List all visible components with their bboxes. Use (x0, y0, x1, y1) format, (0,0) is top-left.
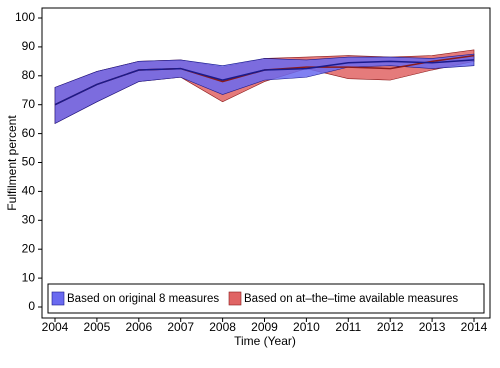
y-tick-label: 10 (22, 270, 36, 284)
legend-swatch (228, 291, 242, 306)
x-tick-label: 2007 (167, 320, 194, 334)
y-tick-label: 70 (22, 97, 36, 111)
y-tick-label: 100 (15, 10, 35, 24)
x-tick-label: 2010 (293, 320, 320, 334)
y-tick-label: 50 (22, 155, 36, 169)
x-tick-label: 2009 (251, 320, 278, 334)
y-tick-label: 20 (22, 241, 36, 255)
confidence-band (54, 53, 475, 124)
y-tick-label: 30 (22, 212, 36, 226)
legend-label: Based on at–the–time available measures (244, 293, 458, 305)
plot-area (54, 49, 475, 124)
y-tick-label: 90 (22, 39, 36, 53)
y-axis-title: Fulfilment percent (5, 115, 19, 211)
x-tick-label: 2011 (335, 320, 361, 334)
y-tick-label: 40 (22, 184, 36, 198)
legend-swatch (51, 291, 65, 306)
legend (47, 283, 485, 314)
x-tick-label: 2005 (84, 320, 111, 334)
plot-frame (41, 7, 491, 319)
x-tick-label: 2012 (377, 320, 404, 334)
y-tick-label: 80 (22, 68, 36, 82)
legend-label: Based on original 8 measures (67, 293, 219, 305)
x-tick-label: 2013 (419, 320, 446, 334)
x-tick-label: 2006 (125, 320, 152, 334)
x-tick-label: 2004 (42, 320, 69, 334)
x-tick-label: 2008 (209, 320, 236, 334)
x-axis-title: Time (Year) (234, 334, 296, 348)
x-tick-label: 2014 (461, 320, 488, 334)
line (54, 59, 475, 106)
y-tick-label: 60 (22, 126, 36, 140)
y-tick-label: 0 (28, 299, 35, 313)
